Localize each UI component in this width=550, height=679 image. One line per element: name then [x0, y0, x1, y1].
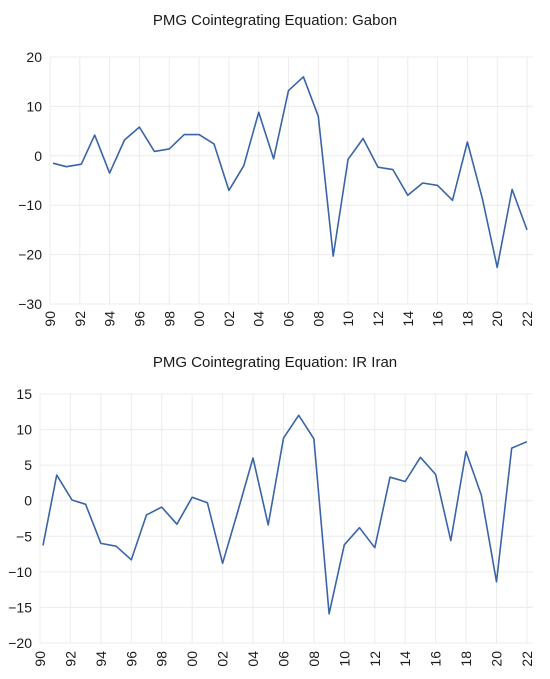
- y-tick-label: 15: [16, 386, 32, 402]
- x-tick-label: 98: [161, 311, 177, 327]
- x-tick-label: 92: [62, 651, 78, 667]
- y-axis-ticks: 15 10 5 0 −5 −10 −15 −20: [8, 386, 32, 651]
- series-line: [42, 414, 528, 615]
- series-layer: [52, 76, 528, 269]
- y-tick-label: 20: [26, 49, 42, 65]
- y-tick-label: −10: [18, 197, 42, 213]
- x-tick-label: 00: [191, 311, 207, 327]
- chart-gabon: PMG Cointegrating Equation: Gabon 20 10 0 −…: [18, 12, 535, 327]
- x-tick-label: 20: [488, 651, 504, 667]
- y-tick-label: −20: [18, 247, 42, 263]
- y-tick-label: 5: [24, 457, 32, 473]
- x-tick-label: 02: [221, 311, 237, 327]
- x-tick-label: 92: [72, 311, 88, 327]
- x-tick-label: 08: [310, 311, 326, 327]
- x-tick-label: 14: [400, 311, 416, 327]
- y-tick-label: 0: [34, 148, 42, 164]
- x-tick-label: 94: [93, 651, 109, 667]
- y-tick-label: −20: [8, 635, 32, 651]
- series-layer: [42, 414, 528, 615]
- chart-title: PMG Cointegrating Equation: Gabon: [153, 12, 397, 29]
- x-tick-label: 96: [123, 651, 139, 667]
- chart-iran: PMG Cointegrating Equation: IR Iran 15 10…: [8, 354, 535, 667]
- x-tick-label: 16: [430, 311, 446, 327]
- x-tick-label: 18: [458, 651, 474, 667]
- x-tick-label: 12: [370, 311, 386, 327]
- y-tick-label: −15: [8, 599, 32, 615]
- x-tick-label: 06: [275, 651, 291, 667]
- x-tick-label: 90: [32, 651, 48, 667]
- x-axis-ticks: 90 92 94 96 98 00 02 04 06 08 10 12 14 16 18 20 22: [32, 651, 535, 667]
- x-tick-label: 08: [306, 651, 322, 667]
- x-tick-label: 98: [154, 651, 170, 667]
- x-tick-label: 02: [215, 651, 231, 667]
- chart-title: PMG Cointegrating Equation: IR Iran: [153, 354, 397, 371]
- y-tick-label: 10: [16, 422, 32, 438]
- y-tick-label: −5: [16, 528, 32, 544]
- x-tick-label: 00: [184, 651, 200, 667]
- x-tick-label: 04: [245, 651, 261, 667]
- x-tick-label: 06: [281, 311, 297, 327]
- x-tick-label: 10: [336, 651, 352, 667]
- x-tick-label: 18: [459, 311, 475, 327]
- y-tick-label: −10: [8, 564, 32, 580]
- x-axis-ticks: 90 92 94 96 98 00 02 04 06 08 10 12 14 16 18 20 22: [42, 311, 535, 327]
- y-tick-label: 10: [26, 98, 42, 114]
- x-tick-label: 22: [519, 311, 535, 327]
- x-tick-label: 22: [519, 651, 535, 667]
- x-tick-label: 90: [42, 311, 58, 327]
- x-tick-label: 04: [251, 311, 267, 327]
- y-tick-label: 0: [24, 493, 32, 509]
- gridlines: [49, 56, 533, 305]
- x-tick-label: 10: [340, 311, 356, 327]
- series-line: [52, 76, 528, 269]
- x-tick-label: 96: [131, 311, 147, 327]
- y-axis-ticks: 20 10 0 −10 −20 −30: [18, 49, 42, 312]
- x-tick-label: 16: [428, 651, 444, 667]
- gridlines: [39, 393, 533, 644]
- x-tick-label: 12: [367, 651, 383, 667]
- x-tick-label: 94: [102, 311, 118, 327]
- x-tick-label: 14: [397, 651, 413, 667]
- y-tick-label: −30: [18, 296, 42, 312]
- x-tick-label: 20: [489, 311, 505, 327]
